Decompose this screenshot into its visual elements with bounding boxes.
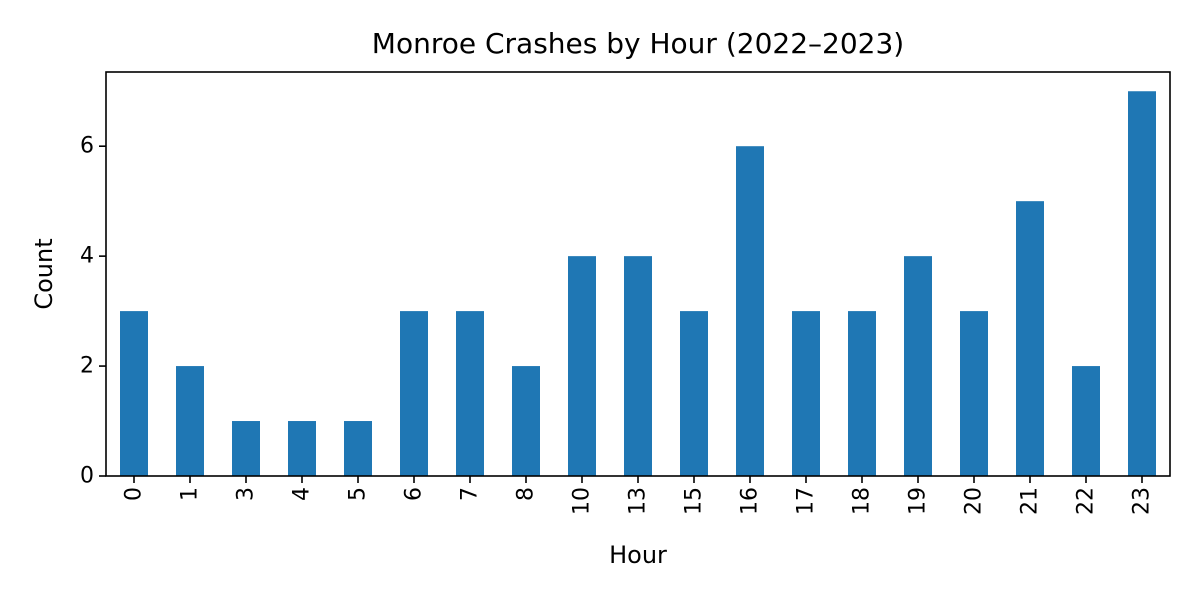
x-tick-label: 17: [794, 487, 819, 515]
bar-hour-15: [680, 311, 708, 476]
x-tick-label: 5: [346, 487, 371, 501]
x-tick-label: 4: [290, 487, 315, 501]
bar-hour-1: [176, 366, 204, 476]
bar-hour-20: [960, 311, 988, 476]
y-tick-label: 2: [80, 354, 94, 379]
x-tick-label: 8: [514, 487, 539, 501]
bar-hour-17: [792, 311, 820, 476]
bar-hour-6: [400, 311, 428, 476]
plot-frame: [105, 71, 1171, 477]
x-tick-label: 21: [1018, 487, 1043, 515]
y-tick-label: 6: [80, 134, 94, 159]
bar-hour-4: [288, 421, 316, 476]
y-axis-label: Count: [30, 238, 58, 309]
y-axis-ticks: 0 2 4 6: [80, 134, 106, 489]
bar-hour-3: [232, 421, 260, 476]
bar-hour-13: [624, 256, 652, 476]
bar-hour-22: [1072, 366, 1100, 476]
x-tick-label: 1: [178, 487, 203, 501]
x-tick-label: 23: [1130, 487, 1155, 515]
y-tick-label: 4: [80, 244, 94, 269]
bar-hour-18: [848, 311, 876, 476]
bar-hour-0: [120, 311, 148, 476]
x-tick-label: 20: [962, 487, 987, 515]
bar-hour-16: [736, 146, 764, 476]
x-tick-label: 18: [850, 487, 875, 515]
bar-hour-10: [568, 256, 596, 476]
x-tick-label: 0: [122, 487, 147, 501]
x-tick-label: 22: [1074, 487, 1099, 515]
bar-hour-21: [1016, 201, 1044, 477]
bars-group: [120, 91, 1156, 477]
x-tick-label: 10: [570, 487, 595, 515]
y-tick-label: 0: [80, 464, 94, 489]
x-axis-label: Hour: [609, 541, 667, 569]
x-tick-label: 15: [682, 487, 707, 515]
x-tick-label: 7: [458, 487, 483, 501]
x-tick-label: 13: [626, 487, 651, 515]
bar-hour-7: [456, 311, 484, 476]
x-tick-label: 19: [906, 487, 931, 515]
bar-hour-8: [512, 366, 540, 476]
bar-hour-23: [1128, 91, 1156, 477]
x-axis-ticks: 0 1 3 4 5 6 7 8 10 13 15 16 17 18 19 20 21 22 23: [122, 476, 1155, 515]
bar-hour-5: [344, 421, 372, 476]
x-tick-label: 16: [738, 487, 763, 515]
x-tick-label: 3: [234, 487, 259, 501]
chart-title: Monroe Crashes by Hour (2022–2023): [372, 27, 904, 60]
x-tick-label: 6: [402, 487, 427, 501]
bar-hour-19: [904, 256, 932, 476]
